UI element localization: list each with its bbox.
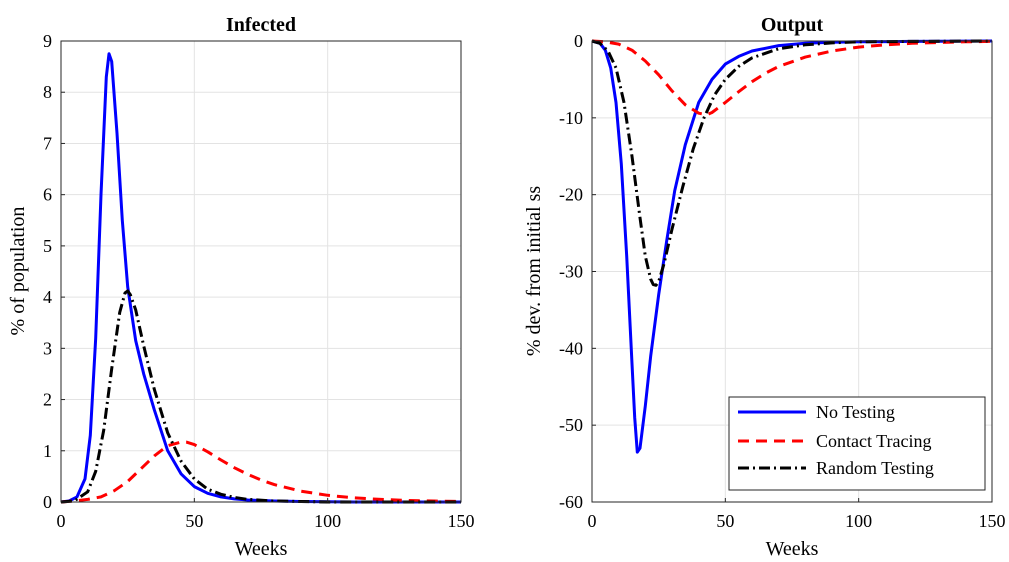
x-tick-labels: 0 50 100 150: [57, 498, 475, 531]
legend-label: Contact Tracing: [816, 431, 932, 451]
x-tick-label: 0: [57, 511, 66, 531]
chart-title: Infected: [226, 14, 296, 36]
plot-frame: [60, 40, 462, 503]
chart-title: Output: [761, 14, 824, 36]
series-contact-tracing-line: [60, 440, 462, 504]
output-chart: 0 50 100 150 0 -10 -20 -30 -40 -50 -60 Output Wee…: [523, 14, 1006, 560]
x-tick-label: 100: [314, 511, 341, 531]
legend-entry: Contact Tracing: [738, 431, 932, 451]
legend: No Testing Contact Tracing Random Testin…: [728, 396, 986, 491]
y-tick-labels: 0 -10 -20 -30 -40 -50 -60: [559, 31, 596, 512]
x-tick-label: 50: [185, 511, 203, 531]
y-tick-label: -10: [559, 108, 583, 128]
y-tick-label: -60: [559, 492, 583, 512]
y-tick-label: -50: [559, 415, 583, 435]
legend-label: Random Testing: [816, 458, 934, 478]
x-tick-label: 0: [588, 511, 597, 531]
x-axis-label: Weeks: [766, 538, 819, 560]
y-tick-labels: 0 1 2 3 4 5 6 7 8 9: [43, 31, 65, 512]
y-tick-label: 2: [43, 390, 52, 410]
y-tick-label: -40: [559, 338, 583, 358]
y-axis-label: % of population: [7, 207, 29, 336]
y-tick-label: 0: [574, 31, 583, 51]
y-tick-label: 1: [43, 441, 52, 461]
x-axis-label: Weeks: [235, 538, 288, 560]
x-tick-labels: 0 50 100 150: [588, 498, 1006, 531]
x-tick-label: 50: [716, 511, 734, 531]
y-axis-label: % dev. from initial ss: [523, 186, 545, 357]
plot-area: [61, 41, 461, 502]
legend-entry: Random Testing: [738, 458, 934, 478]
x-tick-label: 100: [845, 511, 872, 531]
series-random-testing-line: [591, 39, 993, 287]
y-tick-label: 0: [43, 492, 52, 512]
y-tick-label: 3: [43, 338, 52, 358]
series-lines: [591, 39, 993, 454]
legend-label: No Testing: [816, 402, 895, 422]
y-tick-label: 6: [43, 185, 52, 205]
y-tick-label: -30: [559, 262, 583, 282]
x-tick-label: 150: [448, 511, 475, 531]
y-tick-label: -20: [559, 185, 583, 205]
y-tick-label: 7: [43, 133, 52, 153]
legend-entry: No Testing: [738, 402, 895, 422]
y-tick-label: 5: [43, 236, 52, 256]
infected-chart: 0 50 100 150 0 1 2 3 4 5 6 7 8 9 Infected Weeks % of…: [7, 14, 475, 560]
y-tick-label: 4: [43, 287, 52, 307]
series-contact-tracing-line: [591, 39, 993, 117]
y-tick-label: 9: [43, 31, 52, 51]
y-tick-label: 8: [43, 82, 52, 102]
x-tick-label: 150: [979, 511, 1006, 531]
